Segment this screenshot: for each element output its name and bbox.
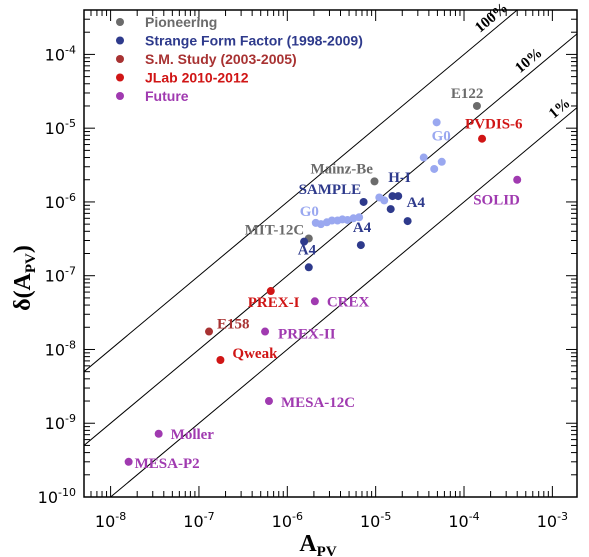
y-tick-label: 10-10: [38, 486, 76, 507]
legend-marker: [116, 55, 124, 63]
point-label: E122: [451, 86, 484, 102]
point-label: Moller: [171, 427, 215, 443]
legend-entry: S.M. Study (2003-2005): [145, 51, 297, 67]
x-tick-label: 10-6: [272, 510, 303, 531]
point-label: PREX-II: [278, 327, 336, 343]
y-tick-label: 10-4: [45, 43, 76, 64]
y-tick-label: 10-7: [45, 265, 76, 286]
point-label: SAMPLE: [299, 182, 362, 198]
data-point: [478, 134, 487, 143]
data-point: [386, 205, 395, 214]
data-point: [261, 327, 270, 336]
data-point: [356, 241, 365, 250]
point-label: PVDIS-6: [465, 117, 523, 133]
data-point: [355, 213, 364, 222]
legend-marker: [116, 92, 124, 100]
y-axis-title: δ(APV): [10, 245, 39, 311]
data-point: [430, 164, 439, 173]
data-point: [300, 237, 309, 246]
point-label: SOLID: [473, 193, 520, 209]
data-point: [264, 397, 273, 406]
point-label: G0: [300, 204, 319, 220]
x-axis-title: APV: [299, 531, 337, 557]
reference-line: [109, 106, 577, 497]
data-point: [124, 457, 133, 466]
y-tick-label: 10-8: [45, 338, 76, 359]
reference-line-label: 1%: [546, 95, 574, 122]
legend-entry: JLab 2010-2012: [145, 70, 249, 86]
point-label: A4: [298, 242, 317, 258]
reference-line-label: 10%: [512, 45, 545, 77]
point-label: MESA-P2: [135, 456, 200, 472]
legend-marker: [116, 73, 124, 82]
data-point: [359, 197, 368, 206]
data-point: [154, 429, 163, 438]
point-label: MESA-12C: [281, 395, 355, 411]
data-point: [472, 101, 481, 110]
data-point: [310, 297, 319, 306]
point-label: A4: [353, 220, 372, 236]
x-tick-label: 10-3: [537, 510, 568, 531]
data-point: [419, 153, 428, 162]
data-point: [370, 177, 379, 186]
y-tick-label: 10-5: [45, 117, 76, 138]
point-label: H-I: [388, 170, 411, 186]
data-point: [205, 327, 214, 336]
x-tick-label: 10-7: [183, 510, 214, 531]
point-label: Mainz-Be: [310, 161, 373, 177]
point-label: A4: [407, 195, 426, 211]
data-point: [327, 216, 336, 225]
x-tick-label: 10-5: [360, 510, 391, 531]
data-point: [513, 175, 522, 184]
x-tick-label: 10-8: [95, 510, 126, 531]
data-point: [388, 192, 397, 201]
data-point: [437, 157, 446, 166]
data-point: [432, 118, 441, 127]
data-point: [266, 287, 275, 296]
point-label: CREX: [327, 294, 370, 310]
data-point: [380, 196, 389, 205]
point-label: G0: [432, 128, 451, 144]
point-label: Qweak: [232, 346, 278, 362]
reference-line: [84, 33, 577, 447]
reference-line: [84, 10, 518, 373]
x-tick-label: 10-4: [448, 510, 479, 531]
data-point: [394, 192, 403, 201]
y-tick-label: 10-6: [45, 191, 76, 212]
legend-entry: Future: [145, 88, 189, 104]
point-label: MIT-12C: [245, 222, 304, 238]
legend-marker: [116, 18, 124, 26]
legend-entry: Pioneering: [145, 14, 217, 30]
point-label: PREX-I: [248, 295, 300, 311]
point-label: E158: [217, 317, 250, 333]
legend-entry: Strange Form Factor (1998-2009): [145, 33, 363, 49]
data-point: [304, 263, 313, 272]
data-point: [216, 355, 225, 364]
y-tick-label: 10-9: [45, 412, 76, 433]
data-point: [403, 217, 412, 226]
legend-marker: [116, 36, 124, 45]
